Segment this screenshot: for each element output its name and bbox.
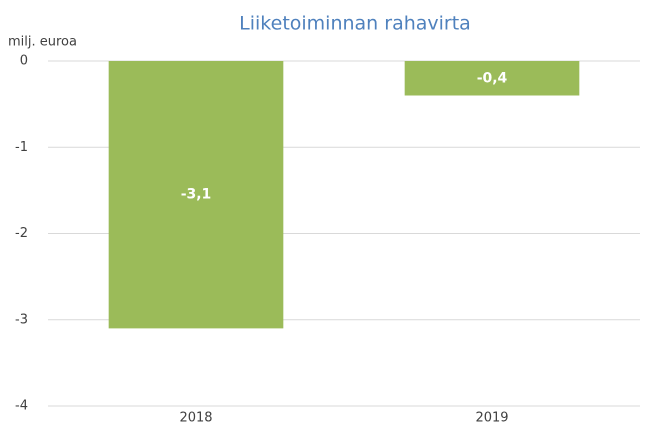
bar [404,61,580,96]
y-tick-label: -2 [15,226,28,241]
y-tick-label: -4 [15,399,28,414]
y-tick-label: 0 [20,54,28,69]
x-tick-label: 2018 [179,411,212,425]
bar [108,61,284,329]
chart-title: Liiketoiminnan rahavirta [239,13,471,35]
value-label: -0,4 [477,70,508,86]
x-tick-label: 2019 [475,411,508,425]
y-tick-label: -3 [15,312,28,327]
y-axis-label: milj. euroa [8,35,77,50]
y-tick-label: -1 [15,140,28,155]
value-label: -3,1 [181,187,212,203]
